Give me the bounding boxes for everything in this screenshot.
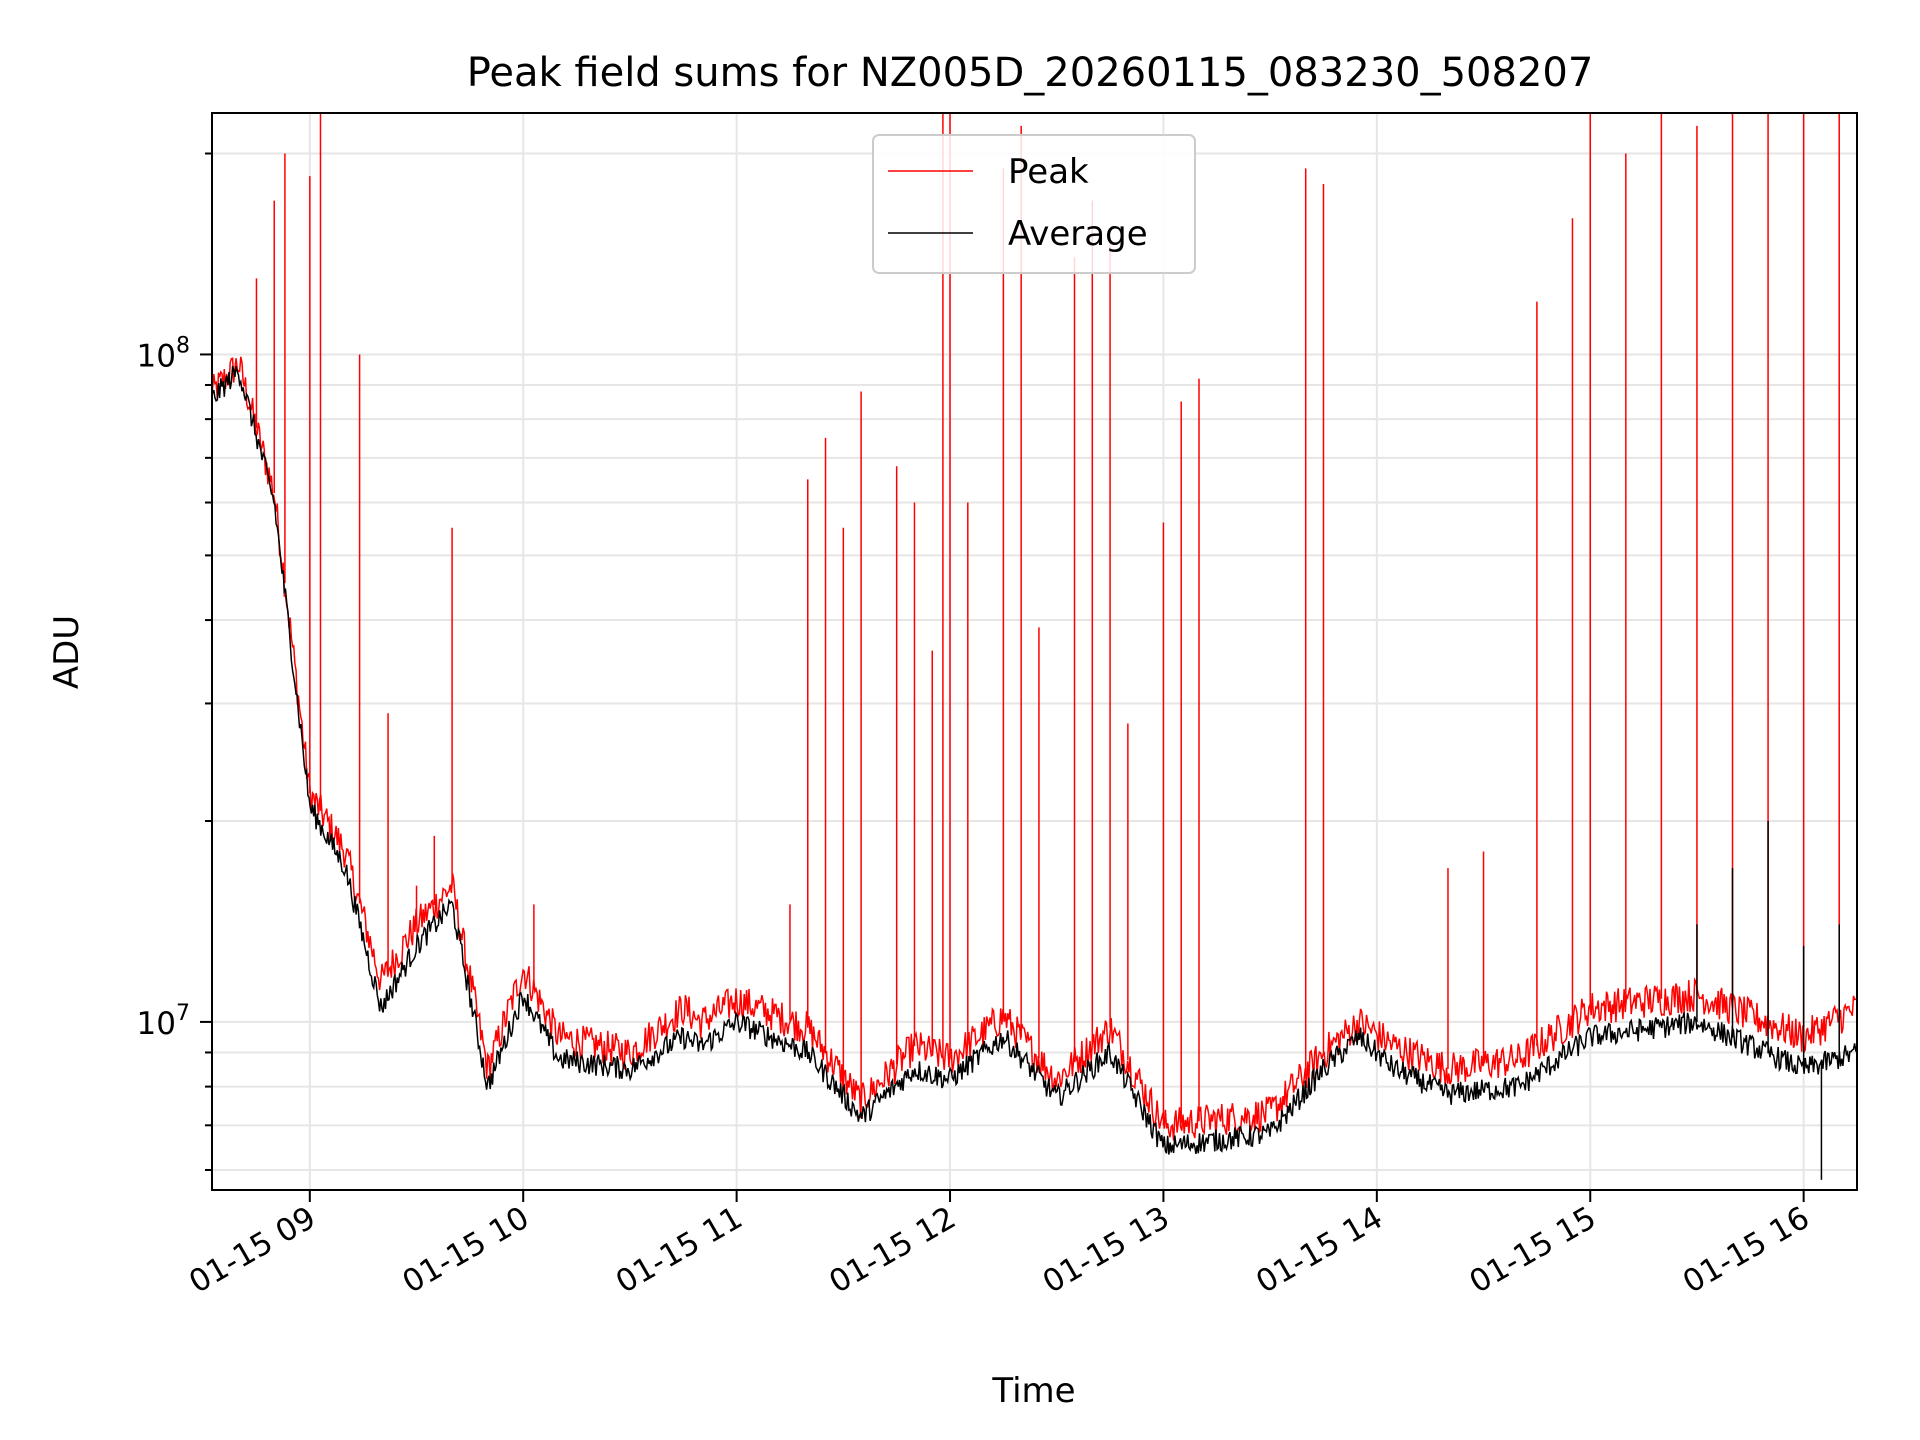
series-line-average: [212, 365, 1857, 1155]
plot-frame: [211, 112, 1858, 1191]
legend: Peak Average: [872, 134, 1196, 274]
y-ticks: 107 108: [137, 152, 212, 1172]
chart-title: Peak field sums for NZ005D_20260115_0832…: [467, 50, 1594, 96]
legend-peak-label: Peak: [1008, 152, 1089, 192]
x-axis-label: Time: [991, 1371, 1075, 1411]
y-axis-label: ADU: [47, 615, 87, 689]
legend-box: [872, 134, 1196, 274]
y-tick-label: 107: [137, 1001, 190, 1042]
legend-average-label: Average: [1008, 214, 1148, 254]
grid: [212, 113, 1857, 1190]
y-tick-label: 108: [137, 333, 190, 374]
